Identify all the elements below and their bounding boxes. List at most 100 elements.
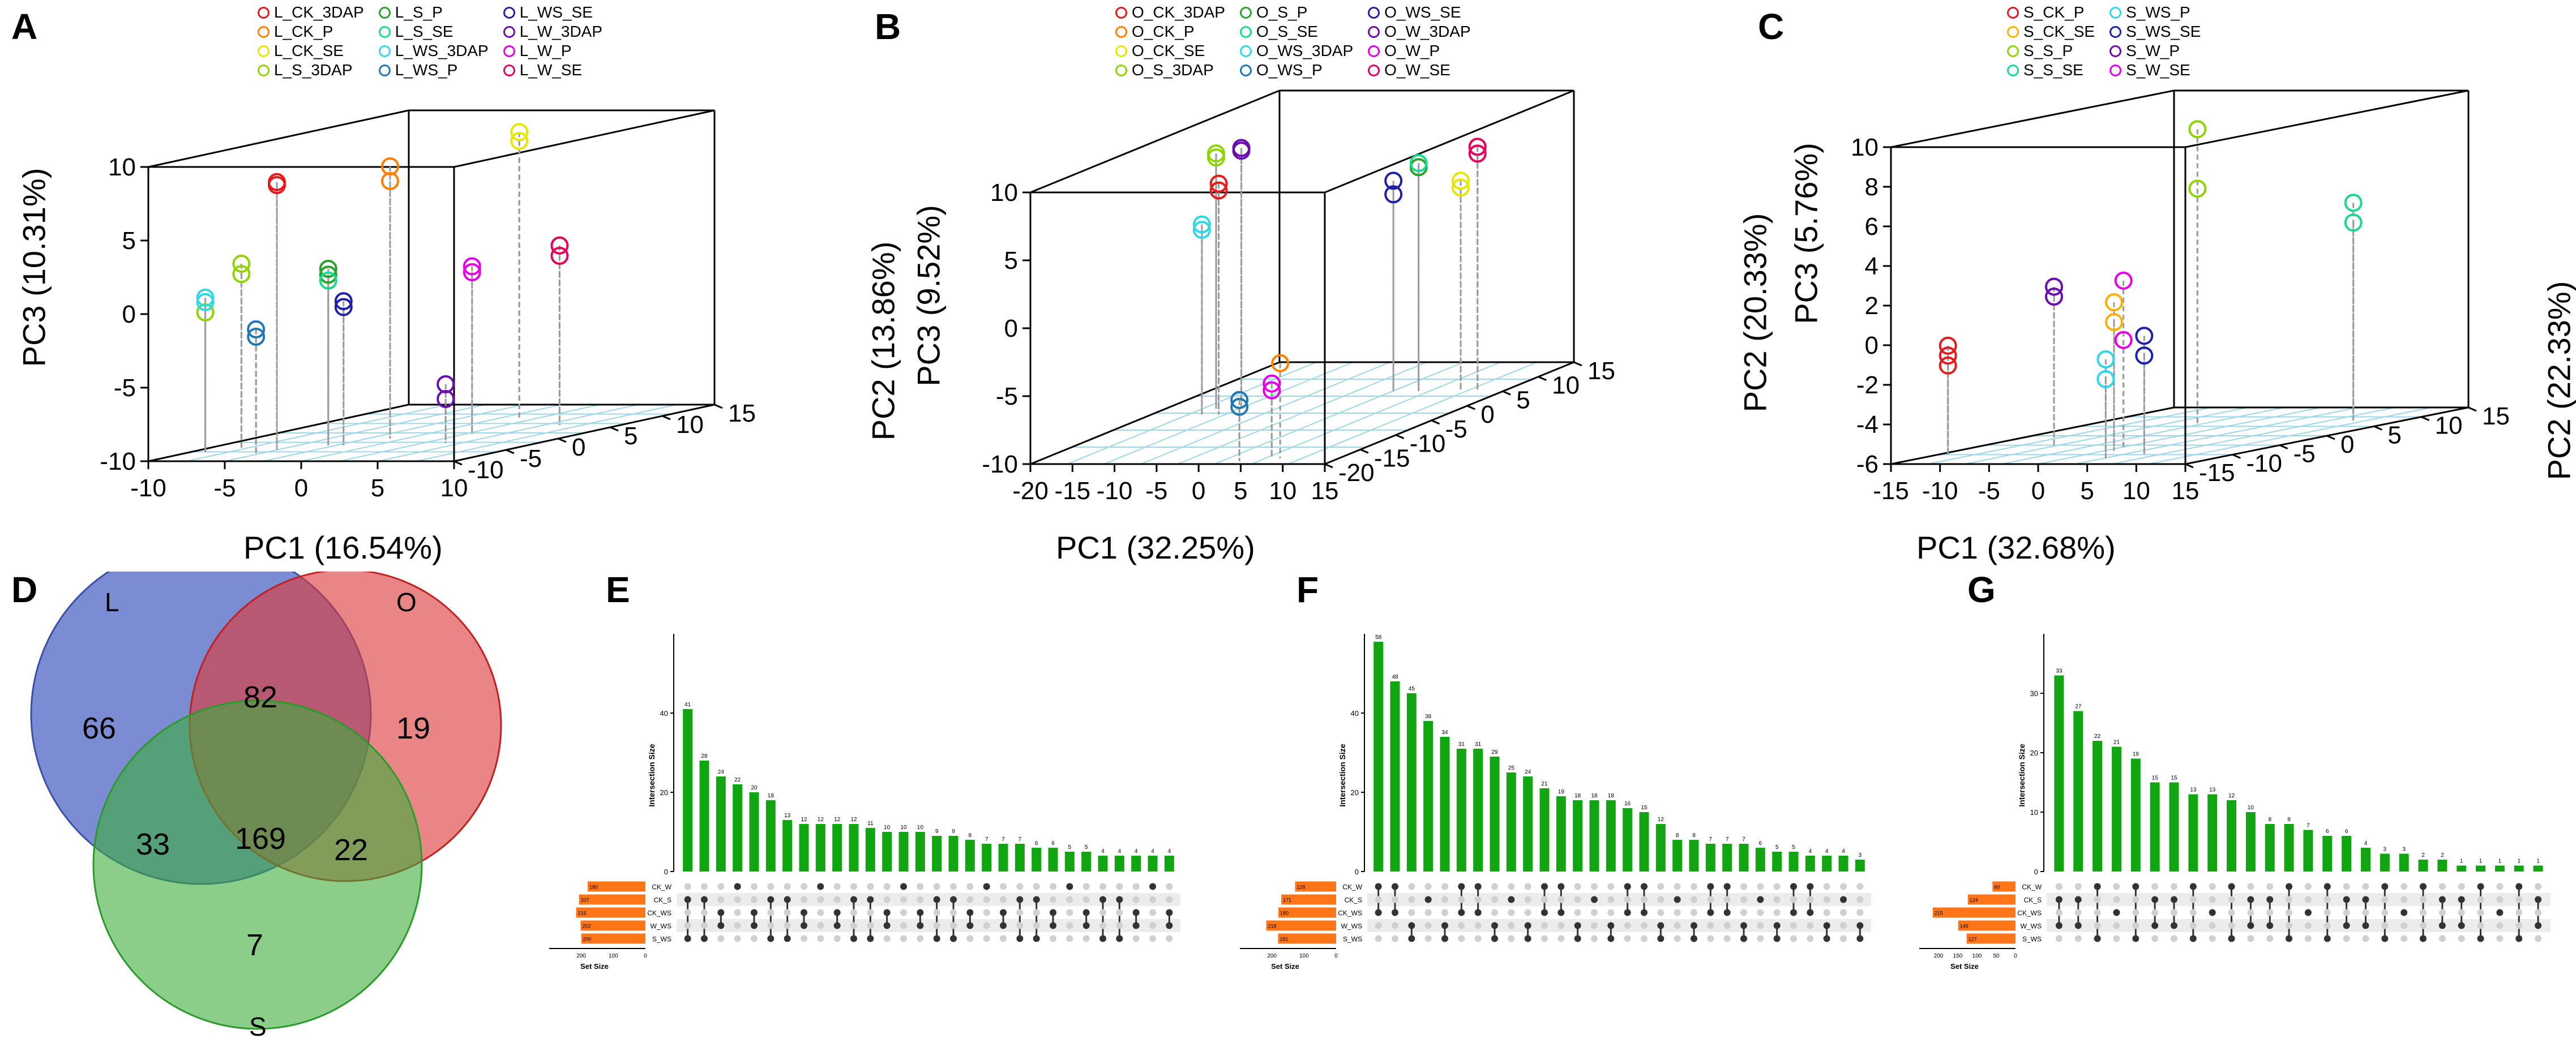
matrix-dot (1132, 922, 1140, 929)
matrix-dot (1574, 896, 1581, 903)
matrix-dot (684, 935, 691, 942)
matrix-dot (2420, 909, 2427, 916)
legend-c: S_CK_P S_CK_SE S_S_P S_S_SE S_WS_P S_WS_SE S_W… (2007, 3, 2201, 80)
legend-item: S_S_P (2007, 41, 2095, 61)
intersection-bar (1164, 856, 1174, 872)
matrix-dot (2420, 883, 2427, 890)
matrix-dot (767, 935, 774, 942)
set-size-title: Set Size (580, 962, 609, 971)
intersection-bar (1148, 856, 1158, 872)
matrix-dot (883, 922, 891, 929)
intersection-bar-label: 10 (2248, 805, 2254, 811)
matrix-dot (1574, 922, 1581, 929)
matrix-dot (1033, 883, 1040, 890)
matrix-dot (2247, 935, 2254, 942)
set-size-bar (1295, 881, 1336, 892)
matrix-dot (1624, 896, 1631, 903)
matrix-dot (2074, 883, 2082, 890)
matrix-dot (1856, 883, 1864, 890)
y-tick (2468, 406, 2477, 412)
set-name-label: CK_S (654, 896, 671, 904)
intersection-bar (2111, 746, 2121, 872)
intersection-bar (1114, 856, 1124, 872)
intersection-bar-label: 5 (1775, 844, 1779, 851)
matrix-dot (1856, 909, 1864, 916)
matrix-dot (1823, 909, 1830, 916)
matrix-dot (1132, 935, 1140, 942)
matrix-dot (833, 935, 841, 942)
matrix-dot (2400, 935, 2408, 942)
intersection-bar (1490, 757, 1500, 872)
intersection-bar-label: 41 (684, 702, 691, 708)
matrix-dot (850, 935, 857, 942)
matrix-dot (833, 883, 841, 890)
matrix-dot (2535, 909, 2542, 916)
intersection-bar-label: 6 (1035, 840, 1038, 847)
matrix-dot (2477, 896, 2484, 903)
intersection-bar (1838, 856, 1848, 872)
box-edge (1324, 89, 1574, 194)
data-point (334, 298, 353, 316)
matrix-dot (2304, 896, 2312, 903)
matrix-dot (717, 935, 725, 942)
legend-marker-icon (503, 45, 515, 57)
matrix-dot (1773, 922, 1781, 929)
intersection-bar (1406, 693, 1417, 872)
y-tick (1502, 390, 1511, 396)
set-size-label: 215 (1935, 911, 1943, 916)
legend-marker-icon (1239, 64, 1252, 76)
matrix-dot (2343, 896, 2350, 903)
matrix-dot (2535, 922, 2542, 929)
z-tick-label: 10 (990, 179, 1018, 207)
intersection-bar-label: 18 (768, 793, 774, 799)
matrix-dot (1441, 883, 1448, 890)
matrix-dot (2400, 883, 2408, 890)
data-point (1452, 171, 1470, 190)
legend-label: L_W_3DAP (519, 23, 603, 40)
set-size-label: 127 (1969, 937, 1977, 942)
legend-marker-icon (2109, 6, 2122, 19)
matrix-dot (1691, 922, 1697, 929)
intersection-bar (1705, 844, 1715, 872)
set-size-bar (1266, 920, 1336, 931)
legend-item: S_W_P (2109, 41, 2201, 61)
legend-item: L_S_3DAP (258, 61, 364, 80)
legend-marker-icon (1368, 25, 1380, 38)
pca-a-xlabel: PC1 (16.54%) (243, 530, 443, 565)
set-size-bar (1281, 894, 1336, 905)
data-point (510, 132, 529, 150)
intersection-bar (1098, 856, 1108, 872)
y-tick-label: 5 (1516, 386, 1530, 414)
intersection-bar (1722, 844, 1732, 872)
y-tick (610, 426, 619, 432)
intersection-bar-label: 7 (985, 836, 989, 843)
intersection-bar-label: 34 (1441, 729, 1448, 736)
matrix-dot (833, 922, 841, 929)
legend-item: L_CK_3DAP (258, 3, 364, 22)
intersection-bar-label: 10 (917, 825, 924, 831)
intersection-bar-label: 13 (2209, 787, 2216, 793)
data-point (247, 320, 266, 338)
matrix-dot (833, 896, 841, 903)
intersection-bar (2150, 782, 2160, 872)
matrix-dot (1375, 922, 1382, 929)
matrix-dot (2189, 922, 2197, 929)
matrix-dot (2113, 896, 2120, 903)
matrix-dot (1016, 909, 1024, 916)
matrix-dot (2343, 935, 2350, 942)
legend-label: L_S_P (395, 3, 443, 21)
data-point (1263, 381, 1281, 400)
matrix-dot (1491, 922, 1498, 929)
legend-marker-icon (503, 25, 515, 38)
intersection-bar-label: 24 (718, 769, 725, 775)
matrix-dot (1508, 909, 1515, 916)
matrix-dot (883, 935, 891, 942)
matrix-dot (1491, 883, 1498, 890)
matrix-dot (1033, 896, 1040, 903)
matrix-dot (2132, 896, 2139, 903)
legend-marker-icon (1368, 64, 1380, 76)
matrix-dot (2247, 909, 2254, 916)
matrix-dot (983, 883, 990, 890)
data-point (2344, 194, 2363, 212)
